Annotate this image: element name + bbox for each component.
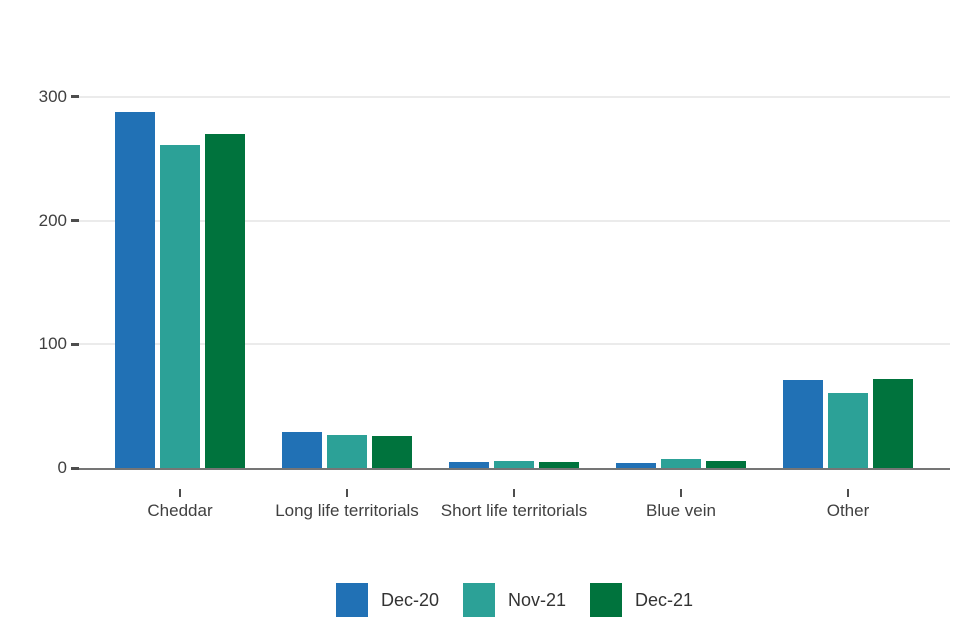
x-category-label: Other [826, 501, 870, 520]
legend-item-dec-21: Dec-21 [590, 583, 693, 617]
y-tick-mark [71, 342, 79, 346]
bar-dec-20-3 [616, 463, 656, 468]
x-tick-mark [680, 489, 682, 497]
bar-dec-21-3 [706, 460, 746, 468]
y-tick-mark [71, 95, 79, 99]
legend-label: Dec-20 [380, 590, 439, 610]
y-tick-mark [71, 466, 79, 470]
x-axis-line [79, 468, 950, 470]
bar-nov-21-0 [160, 145, 200, 468]
legend-swatch-icon [335, 583, 368, 617]
bar-dec-21-4 [873, 378, 913, 468]
bar-dec-21-2 [539, 461, 579, 468]
bar-dec-20-0 [115, 111, 155, 468]
bar-dec-20-2 [449, 461, 489, 468]
legend-label: Nov-21 [507, 590, 567, 610]
bar-dec-21-1 [372, 435, 412, 468]
bar-nov-21-2 [494, 460, 534, 468]
legend-label: Dec-21 [635, 590, 694, 610]
legend-item-nov-21: Nov-21 [462, 583, 567, 617]
x-category-label: Blue vein [646, 501, 716, 520]
legend-item-dec-20: Dec-20 [335, 583, 439, 617]
legend-swatch-icon [590, 583, 623, 617]
x-tick-mark [346, 489, 348, 497]
bar-dec-20-1 [282, 432, 322, 468]
y-axis-tick-label: 100 [38, 334, 67, 354]
legend: Dec-20 Nov-21 Dec-21 [79, 582, 950, 618]
bar-nov-21-4 [828, 392, 868, 468]
y-gridline [79, 219, 950, 222]
bar-dec-20-4 [783, 380, 823, 468]
y-axis-tick-label: 300 [38, 86, 67, 106]
y-gridline [79, 95, 950, 98]
bar-nov-21-3 [661, 459, 701, 468]
y-axis-tick-label: 0 [57, 458, 67, 477]
x-tick-mark [847, 489, 849, 497]
x-tick-mark [179, 489, 181, 497]
bar-dec-21-0 [205, 134, 245, 468]
legend-swatch-icon [462, 583, 495, 617]
y-gridline [79, 343, 950, 346]
bar-nov-21-1 [327, 434, 367, 468]
x-tick-mark [513, 489, 515, 497]
y-tick-mark [71, 219, 79, 223]
y-axis-tick-label: 200 [38, 210, 67, 230]
x-category-label: Cheddar [147, 501, 213, 520]
x-category-label: Long life territorials [275, 501, 419, 520]
x-category-label: Short life territorials [440, 501, 588, 520]
